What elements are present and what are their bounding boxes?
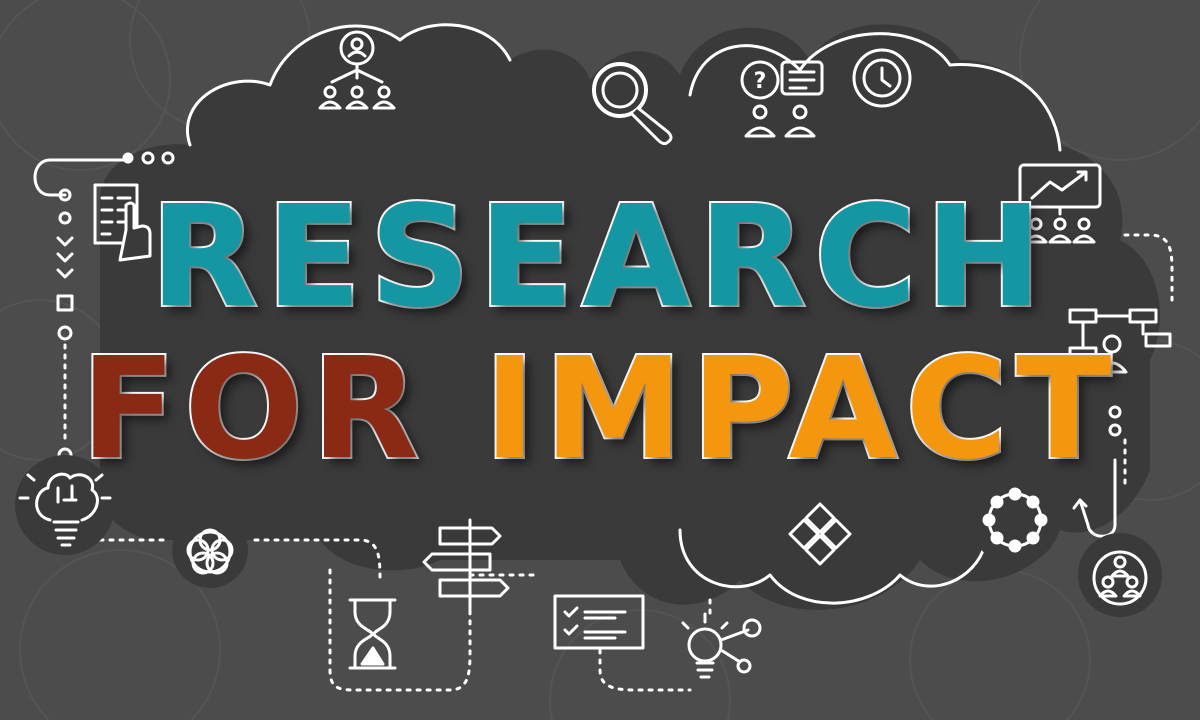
headline-for: FOR — [81, 340, 427, 480]
svg-text:?: ? — [754, 69, 767, 94]
headline-line-1: RESEARCH — [0, 188, 1200, 328]
circles-cluster-icon — [172, 512, 248, 588]
headline-impact: IMPACT — [484, 340, 1120, 480]
headline-line-2: FOR IMPACT — [0, 340, 1200, 480]
hourglass-icon — [350, 600, 395, 668]
headline-research: RESEARCH — [150, 188, 1050, 328]
task-board-icon — [555, 596, 643, 648]
bulb-network-icon — [683, 614, 760, 677]
group-triangle-icon — [1078, 533, 1162, 617]
